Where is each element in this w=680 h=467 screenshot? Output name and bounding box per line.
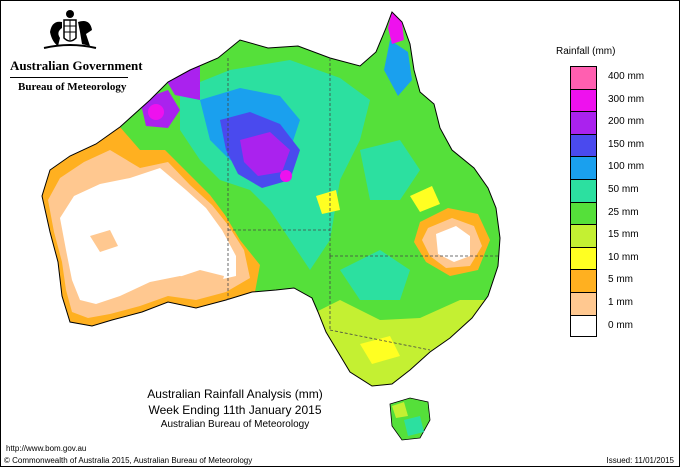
issued-date: Issued: 11/01/2015 [606,456,674,465]
legend-swatch [570,201,597,225]
legend-label: 0 mm [608,319,633,331]
legend-item: 0 mm [570,314,670,338]
legend-item: 5 mm [570,269,670,292]
caption-subtitle: Week Ending 11th January 2015 [148,403,322,417]
legend-swatch [570,66,597,89]
legend-item: 300 mm [570,88,670,112]
legend-swatch [570,291,597,315]
legend-label: 150 mm [608,138,645,150]
legend-label: 100 mm [608,161,645,173]
government-title: Australian Government [10,58,143,73]
copyright-notice: © Commonwealth of Australia 2015, Austra… [4,456,253,465]
legend-label: 10 mm [608,251,639,263]
legend-label: 1 mm [608,296,633,308]
header-divider [10,77,128,78]
region-east-dry [436,226,470,262]
rainfall-legend: 400 mm 300 mm 200 mm 150 mm 100 mm 50 mm 25 mm… [570,66,670,338]
legend-swatch [570,133,597,157]
legend-label: 15 mm [608,229,639,241]
legend-swatch [570,111,597,134]
legend-item: 10 mm [570,246,670,270]
legend-item: 15 mm [570,224,670,247]
legend-label: 300 mm [608,93,645,105]
map-caption: Australian Rainfall Analysis (mm) Week E… [120,386,350,432]
caption-org: Australian Bureau of Meteorology [160,419,310,430]
legend-swatch [570,246,597,270]
region-0mm [60,168,236,304]
legend-item: 50 mm [570,178,670,202]
legend-item: 100 mm [570,156,670,179]
coat-of-arms-icon [43,10,97,49]
legend-item: 400 mm [570,66,670,89]
legend-item: 1 mm [570,291,670,315]
legend-swatch [570,314,597,338]
legend-label: 200 mm [608,116,645,128]
legend-swatch [570,224,597,247]
border-nsw-vic [329,329,431,351]
legend-swatch [570,156,597,179]
caption-title: Australian Rainfall Analysis (mm) [147,387,323,401]
website-link[interactable]: http://www.bom.gov.au [6,444,87,453]
legend-swatch [570,178,597,202]
legend-label: 50 mm [608,183,639,195]
legend-item: 200 mm [570,111,670,134]
legend-item: 150 mm [570,133,670,157]
legend-swatch [570,269,597,292]
legend-swatch [570,88,597,112]
legend-label: 400 mm [608,71,645,82]
legend-item: 25 mm [570,201,670,225]
legend-label: 5 mm [608,274,633,286]
bureau-title: Bureau of Meteorology [18,81,127,93]
legend-title: Rainfall (mm) [556,46,616,57]
legend-label: 25 mm [608,206,639,218]
